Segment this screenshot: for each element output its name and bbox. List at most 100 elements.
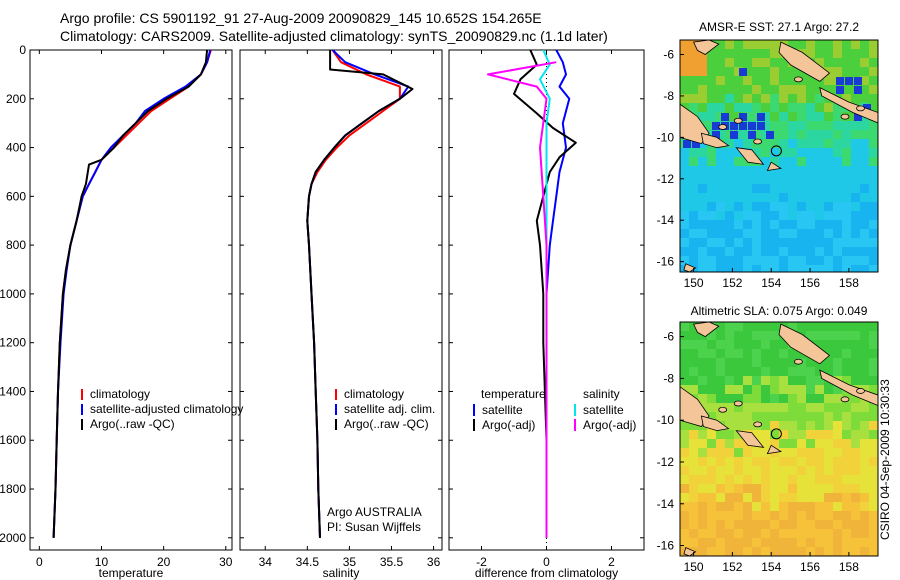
field-cell (788, 130, 798, 140)
field-cell (734, 475, 744, 485)
field-cell (869, 193, 878, 203)
field-cell (824, 40, 834, 50)
field-cell (806, 130, 816, 140)
field-cell (806, 49, 816, 59)
field-cell (743, 466, 753, 476)
field-cell (752, 358, 762, 368)
field-cell (833, 58, 843, 68)
field-cell (788, 121, 798, 131)
field-cell (815, 520, 825, 530)
field-cell (743, 184, 753, 194)
field-cell (689, 421, 699, 431)
field-cell (851, 166, 861, 176)
field-cell (869, 256, 878, 266)
field-cell (842, 457, 852, 467)
field-cell (851, 211, 861, 221)
field-cell (770, 229, 780, 239)
field-cell (770, 457, 780, 467)
field-cell (716, 202, 726, 212)
field-cell (743, 358, 753, 368)
field-cell (788, 547, 798, 556)
field-cell (815, 112, 825, 122)
field-cell (842, 157, 852, 167)
field-cell (725, 529, 735, 539)
field-cell (770, 112, 780, 122)
field-cell (851, 358, 861, 368)
field-cell (680, 166, 690, 176)
field-cell (689, 457, 699, 467)
legend-entry: climatology (90, 387, 150, 401)
field-cell (851, 448, 861, 458)
field-cell (680, 157, 690, 167)
field-cell (725, 184, 735, 194)
field-cell (698, 58, 708, 68)
field-cell (788, 466, 798, 476)
field-cell (833, 547, 843, 556)
field-cell (734, 94, 744, 104)
field-cell (851, 322, 861, 332)
field-cell (851, 457, 861, 467)
series-line-red (52, 50, 212, 538)
field-cell (851, 256, 861, 266)
field-cell (815, 475, 825, 485)
field-cell (815, 457, 825, 467)
field-cell (680, 439, 690, 449)
field-cell (842, 475, 852, 485)
field-cell (770, 238, 780, 248)
field-cell (752, 412, 762, 422)
field-cell (779, 520, 789, 530)
field-cell (761, 412, 771, 422)
field-cell (824, 148, 834, 158)
field-cell (734, 385, 744, 395)
field-cell (806, 511, 816, 521)
field-cell (770, 385, 780, 395)
field-cell (689, 211, 699, 221)
field-cell (698, 103, 708, 113)
field-cell (698, 520, 708, 530)
field-cell (797, 157, 807, 167)
field-cell (833, 358, 843, 368)
field-cell (698, 421, 708, 431)
lat-tick-label: -10 (657, 413, 675, 427)
field-cell (815, 385, 825, 395)
field-cell (869, 529, 878, 539)
y-tick-label: 1000 (0, 287, 26, 301)
field-cell (806, 412, 816, 422)
field-cell (779, 256, 789, 266)
field-cell (779, 121, 789, 131)
field-cell (842, 538, 852, 548)
field-cell (797, 520, 807, 530)
field-cell (860, 58, 870, 68)
field-cell (842, 412, 852, 422)
field-cell (860, 130, 870, 140)
field-cell (698, 511, 708, 521)
land-polygon (693, 322, 720, 338)
field-cell (851, 49, 861, 59)
field-cell (779, 202, 789, 212)
field-cell (833, 238, 843, 248)
field-cell (869, 520, 878, 530)
field-cell (698, 247, 708, 257)
island-outline (840, 396, 850, 403)
field-cell (743, 220, 753, 230)
profile-panel-temperature: 0 200 400 600 800 1000 1200 1400 1600 1800 2000 0 10… (0, 43, 243, 580)
field-cell (707, 58, 717, 68)
field-cell (680, 520, 690, 530)
field-cell (833, 247, 843, 257)
field-cell (743, 448, 753, 458)
lat-tick-label: -16 (657, 539, 675, 553)
field-cell (770, 157, 780, 167)
field-cell (797, 493, 807, 503)
field-cell (779, 148, 789, 158)
field-cell (689, 58, 699, 68)
field-cell (833, 322, 843, 332)
field-cell (761, 331, 771, 341)
field-cell (815, 49, 825, 59)
field-cell (851, 148, 861, 158)
field-cell (734, 148, 744, 158)
field-cell (842, 49, 852, 59)
field-cell (689, 67, 699, 77)
field-cell (860, 157, 870, 167)
